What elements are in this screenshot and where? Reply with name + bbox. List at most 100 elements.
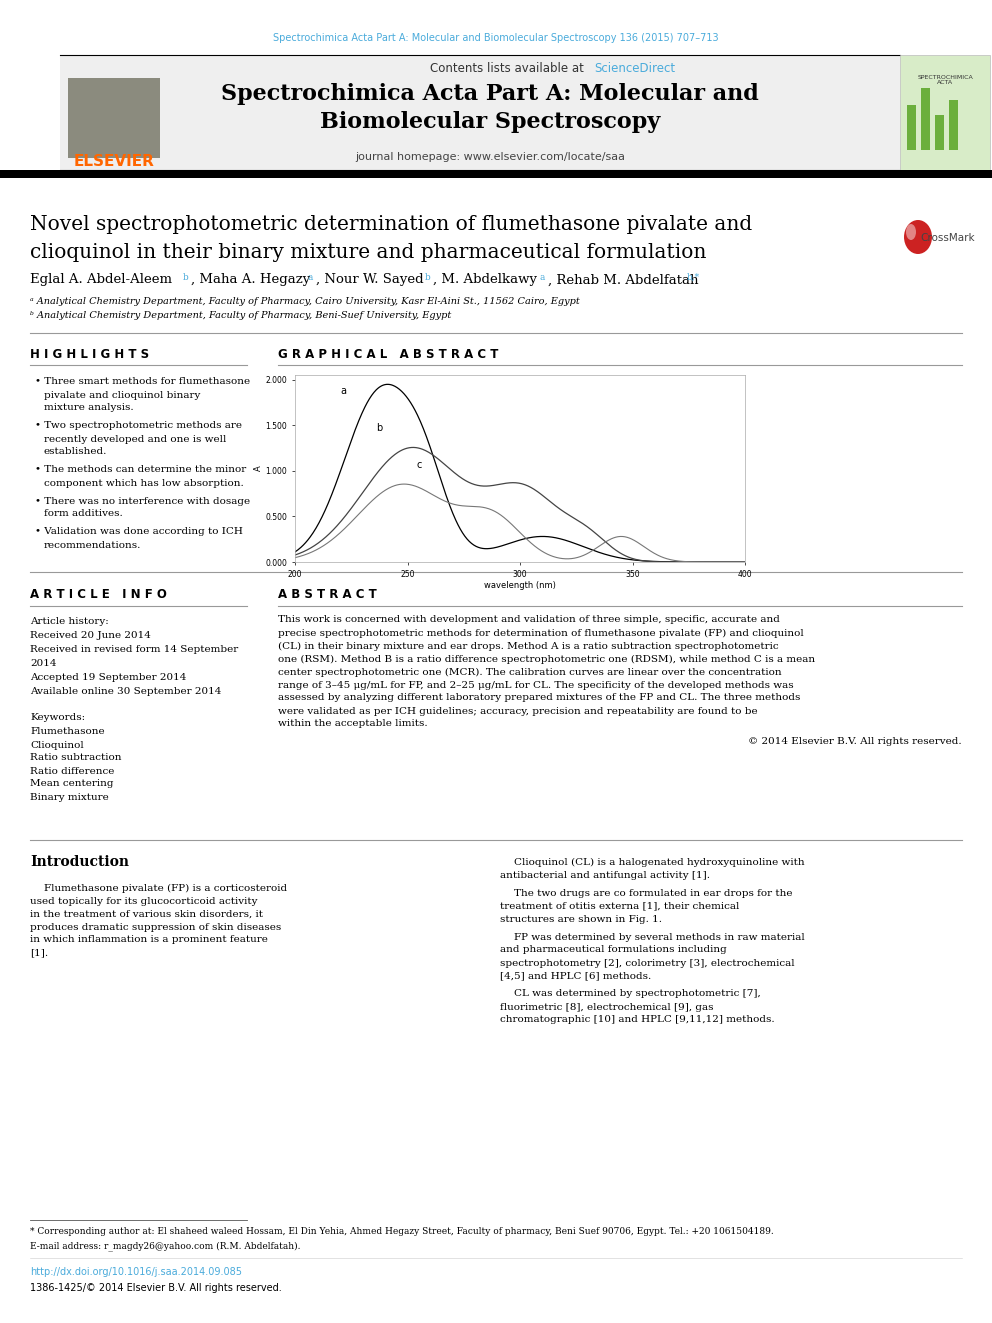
- Text: • Two spectrophotometric methods are: • Two spectrophotometric methods are: [35, 422, 242, 430]
- Text: • Validation was done according to ICH: • Validation was done according to ICH: [35, 528, 243, 537]
- Text: • The methods can determine the minor: • The methods can determine the minor: [35, 466, 246, 475]
- Text: produces dramatic suppression of skin diseases: produces dramatic suppression of skin di…: [30, 922, 282, 931]
- Text: A B S T R A C T: A B S T R A C T: [278, 589, 377, 602]
- Text: in which inflammation is a prominent feature: in which inflammation is a prominent fea…: [30, 935, 268, 945]
- Text: Accepted 19 September 2014: Accepted 19 September 2014: [30, 672, 186, 681]
- Text: Binary mixture: Binary mixture: [30, 792, 109, 802]
- Text: pivalate and clioquinol binary: pivalate and clioquinol binary: [44, 390, 200, 400]
- Text: Contents lists available at: Contents lists available at: [430, 61, 587, 74]
- Text: Flumethasone: Flumethasone: [30, 728, 104, 737]
- Text: component which has low absorption.: component which has low absorption.: [44, 479, 244, 487]
- Text: Keywords:: Keywords:: [30, 713, 85, 722]
- Text: ScienceDirect: ScienceDirect: [594, 61, 676, 74]
- Text: 1386-1425/© 2014 Elsevier B.V. All rights reserved.: 1386-1425/© 2014 Elsevier B.V. All right…: [30, 1283, 282, 1293]
- Text: Ratio difference: Ratio difference: [30, 766, 114, 775]
- Text: center spectrophotometric one (MCR). The calibration curves are linear over the : center spectrophotometric one (MCR). The…: [278, 667, 782, 676]
- Text: a: a: [308, 273, 313, 282]
- Text: recently developed and one is well: recently developed and one is well: [44, 434, 226, 443]
- Text: CL was determined by spectrophotometric [7],: CL was determined by spectrophotometric …: [514, 990, 761, 999]
- Text: clioquinol in their binary mixture and pharmaceutical formulation: clioquinol in their binary mixture and p…: [30, 242, 706, 262]
- Bar: [900, 56, 990, 169]
- Bar: [907, 105, 916, 149]
- Text: b: b: [425, 273, 431, 282]
- Text: one (RSM). Method B is a ratio difference spectrophotometric one (RDSM), while m: one (RSM). Method B is a ratio differenc…: [278, 655, 815, 664]
- Text: , M. Abdelkawy: , M. Abdelkawy: [433, 274, 537, 287]
- Text: [1].: [1].: [30, 949, 49, 958]
- Text: structures are shown in Fig. 1.: structures are shown in Fig. 1.: [500, 914, 662, 923]
- Text: b,*: b,*: [687, 273, 700, 282]
- Text: ᵇ Analytical Chemistry Department, Faculty of Pharmacy, Beni-Suef University, Eg: ᵇ Analytical Chemistry Department, Facul…: [30, 311, 451, 320]
- Text: c: c: [417, 460, 422, 471]
- Text: established.: established.: [44, 447, 107, 456]
- Text: Received in revised form 14 September: Received in revised form 14 September: [30, 646, 238, 655]
- Text: • There was no interference with dosage: • There was no interference with dosage: [35, 496, 250, 505]
- Text: a: a: [340, 386, 346, 396]
- Bar: [60, 56, 170, 169]
- Text: a: a: [540, 273, 546, 282]
- Bar: [68, 78, 160, 157]
- Text: H I G H L I G H T S: H I G H L I G H T S: [30, 348, 149, 361]
- Text: Flumethasone pivalate (FP) is a corticosteroid: Flumethasone pivalate (FP) is a corticos…: [44, 884, 287, 893]
- Text: The two drugs are co formulated in ear drops for the: The two drugs are co formulated in ear d…: [514, 889, 793, 897]
- Text: fluorimetric [8], electrochemical [9], gas: fluorimetric [8], electrochemical [9], g…: [500, 1003, 713, 1012]
- Text: http://dx.doi.org/10.1016/j.saa.2014.09.085: http://dx.doi.org/10.1016/j.saa.2014.09.…: [30, 1267, 242, 1277]
- Text: CrossMark: CrossMark: [921, 233, 975, 243]
- Text: E-mail address: r_magdy26@yahoo.com (R.M. Abdelfatah).: E-mail address: r_magdy26@yahoo.com (R.M…: [30, 1241, 301, 1252]
- Text: © 2014 Elsevier B.V. All rights reserved.: © 2014 Elsevier B.V. All rights reserved…: [748, 737, 962, 745]
- Text: Clioquinol: Clioquinol: [30, 741, 83, 750]
- Text: , Rehab M. Abdelfatah: , Rehab M. Abdelfatah: [548, 274, 698, 287]
- Text: journal homepage: www.elsevier.com/locate/saa: journal homepage: www.elsevier.com/locat…: [355, 152, 625, 161]
- Text: within the acceptable limits.: within the acceptable limits.: [278, 720, 428, 729]
- Text: Article history:: Article history:: [30, 618, 109, 627]
- Text: * Corresponding author at: El shaheed waleed Hossam, El Din Yehia, Ahmed Hegazy : * Corresponding author at: El shaheed wa…: [30, 1228, 774, 1237]
- Y-axis label: A: A: [254, 466, 263, 471]
- Text: b: b: [183, 273, 188, 282]
- Text: FP was determined by several methods in raw material: FP was determined by several methods in …: [514, 933, 805, 942]
- Text: Ratio subtraction: Ratio subtraction: [30, 754, 121, 762]
- Text: (CL) in their binary mixture and ear drops. Method A is a ratio subtraction spec: (CL) in their binary mixture and ear dro…: [278, 642, 779, 651]
- Text: ᵃ Analytical Chemistry Department, Faculty of Pharmacy, Cairo University, Kasr E: ᵃ Analytical Chemistry Department, Facul…: [30, 298, 579, 307]
- Text: chromatographic [10] and HPLC [9,11,12] methods.: chromatographic [10] and HPLC [9,11,12] …: [500, 1016, 775, 1024]
- Text: G R A P H I C A L   A B S T R A C T: G R A P H I C A L A B S T R A C T: [278, 348, 498, 361]
- Text: and pharmaceutical formulations including: and pharmaceutical formulations includin…: [500, 946, 727, 954]
- Bar: [935, 115, 944, 149]
- Text: recommendations.: recommendations.: [44, 541, 142, 549]
- Bar: [0, 169, 992, 179]
- Text: were validated as per ICH guidelines; accuracy, precision and repeatability are : were validated as per ICH guidelines; ac…: [278, 706, 758, 716]
- Text: Novel spectrophotometric determination of flumethasone pivalate and: Novel spectrophotometric determination o…: [30, 216, 752, 234]
- Text: Clioquinol (CL) is a halogenated hydroxyquinoline with: Clioquinol (CL) is a halogenated hydroxy…: [514, 857, 805, 867]
- Text: spectrophotometry [2], colorimetry [3], electrochemical: spectrophotometry [2], colorimetry [3], …: [500, 958, 795, 967]
- X-axis label: wavelength (nm): wavelength (nm): [484, 581, 556, 590]
- Text: Mean centering: Mean centering: [30, 779, 113, 789]
- Text: Eglal A. Abdel-Aleem: Eglal A. Abdel-Aleem: [30, 274, 172, 287]
- Bar: [921, 89, 930, 149]
- Text: , Maha A. Hegazy: , Maha A. Hegazy: [191, 274, 310, 287]
- Text: Spectrochimica Acta Part A: Molecular and Biomolecular Spectroscopy 136 (2015) 7: Spectrochimica Acta Part A: Molecular an…: [273, 33, 719, 44]
- Text: ELSEVIER: ELSEVIER: [73, 155, 155, 169]
- Text: used topically for its glucocorticoid activity: used topically for its glucocorticoid ac…: [30, 897, 258, 905]
- Text: Received 20 June 2014: Received 20 June 2014: [30, 631, 151, 640]
- Bar: [949, 101, 958, 149]
- Text: range of 3–45 μg/mL for FP, and 2–25 μg/mL for CL. The specificity of the develo: range of 3–45 μg/mL for FP, and 2–25 μg/…: [278, 680, 794, 689]
- Text: form additives.: form additives.: [44, 509, 123, 519]
- Text: • Three smart methods for flumethasone: • Three smart methods for flumethasone: [35, 377, 250, 386]
- Text: precise spectrophotometric methods for determination of flumethasone pivalate (F: precise spectrophotometric methods for d…: [278, 628, 804, 638]
- Text: Available online 30 September 2014: Available online 30 September 2014: [30, 687, 221, 696]
- Text: mixture analysis.: mixture analysis.: [44, 404, 134, 413]
- Ellipse shape: [906, 224, 916, 239]
- Text: A R T I C L E   I N F O: A R T I C L E I N F O: [30, 589, 167, 602]
- Text: Spectrochimica Acta Part A: Molecular and
Biomolecular Spectroscopy: Spectrochimica Acta Part A: Molecular an…: [221, 82, 759, 134]
- Text: assessed by analyzing different laboratory prepared mixtures of the FP and CL. T: assessed by analyzing different laborato…: [278, 693, 801, 703]
- Text: b: b: [376, 423, 382, 433]
- Text: 2014: 2014: [30, 659, 57, 668]
- Text: antibacterial and antifungal activity [1].: antibacterial and antifungal activity [1…: [500, 871, 710, 880]
- Text: SPECTROCHIMICA
ACTA: SPECTROCHIMICA ACTA: [918, 74, 973, 86]
- Bar: [60, 56, 900, 169]
- Ellipse shape: [904, 220, 932, 254]
- Text: , Nour W. Sayed: , Nour W. Sayed: [316, 274, 424, 287]
- Text: [4,5] and HPLC [6] methods.: [4,5] and HPLC [6] methods.: [500, 971, 652, 980]
- Text: Introduction: Introduction: [30, 855, 129, 869]
- Text: treatment of otitis externa [1], their chemical: treatment of otitis externa [1], their c…: [500, 901, 739, 910]
- Text: This work is concerned with development and validation of three simple, specific: This work is concerned with development …: [278, 615, 780, 624]
- Text: in the treatment of various skin disorders, it: in the treatment of various skin disorde…: [30, 909, 263, 918]
